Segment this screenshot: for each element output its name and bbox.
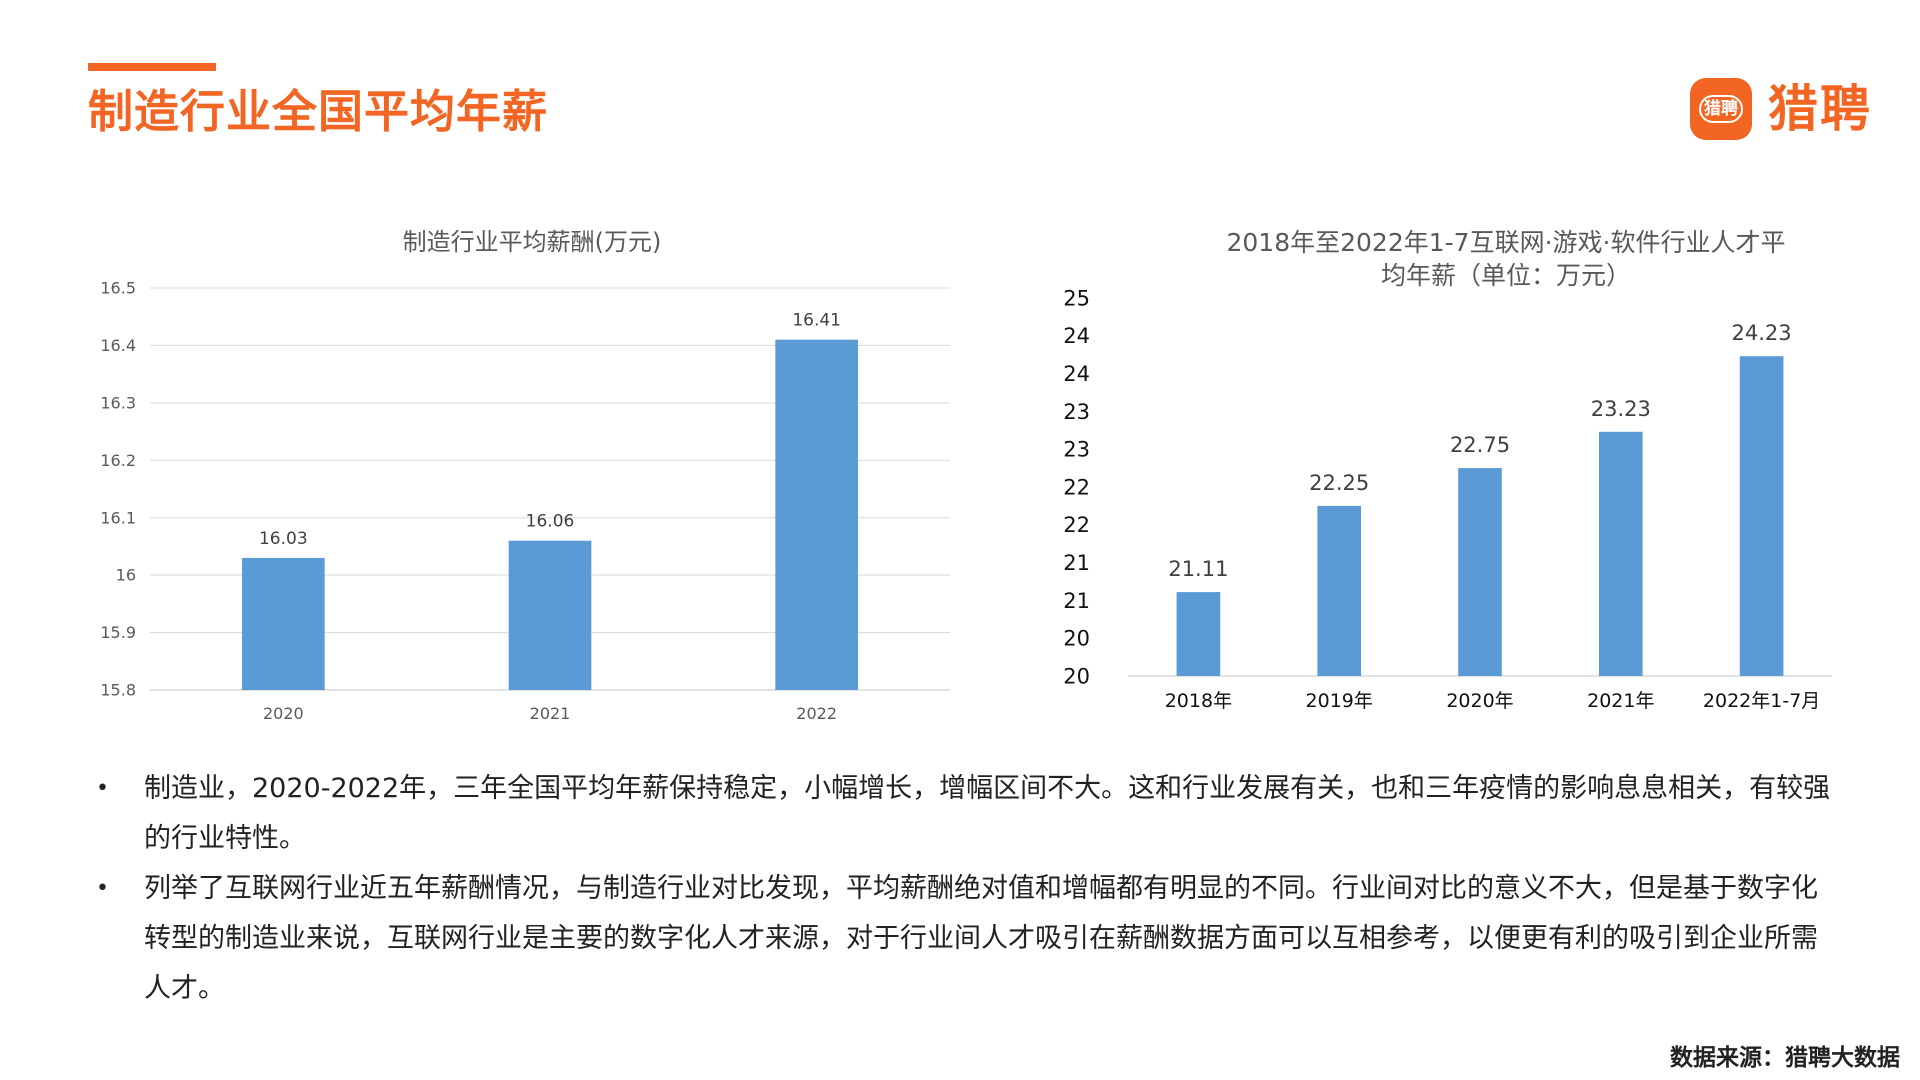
y-tick-label: 16.1: [100, 508, 136, 527]
x-tick-label: 2021年: [1587, 690, 1654, 712]
x-tick-label: 2018年: [1165, 690, 1232, 712]
bar: [1176, 592, 1221, 676]
data-label: 21.11: [1168, 557, 1228, 581]
y-tick-label: 22: [1063, 513, 1090, 537]
bullet-symbol: •: [96, 776, 109, 801]
logo-badge-icon: 猎聘: [1690, 78, 1752, 140]
data-label: 16.41: [792, 311, 841, 331]
bar: [1317, 505, 1362, 676]
y-tick-label: 22: [1063, 475, 1090, 499]
y-tick-label: 20: [1063, 627, 1090, 651]
liepin-logo: 猎聘 猎聘: [1690, 78, 1880, 142]
x-tick-label: 2019年: [1306, 690, 1373, 712]
y-tick-label: 16.2: [100, 451, 136, 470]
y-tick-label: 24: [1063, 362, 1090, 386]
y-tick-label: 21: [1063, 551, 1090, 575]
bullet-item: • 列举了互联网行业近五年薪酬情况，与制造行业对比发现，平均薪酬绝对值和增幅都有…: [96, 864, 1836, 1014]
data-label: 23.23: [1591, 397, 1651, 421]
summary-bullets: • 制造业，2020-2022年，三年全国平均年薪保持稳定，小幅增长，增幅区间不…: [96, 764, 1836, 1014]
logo-badge-text: 猎聘: [1699, 95, 1743, 123]
bar: [775, 339, 858, 690]
title-accent-bar: [88, 63, 216, 71]
bar: [508, 540, 592, 690]
y-tick-label: 23: [1063, 438, 1090, 462]
chart-title: 制造行业平均薪酬(万元): [403, 228, 662, 256]
y-tick-label: 15.9: [100, 623, 136, 642]
data-label: 24.23: [1732, 321, 1792, 345]
x-tick-label: 2022年1-7月: [1703, 690, 1820, 712]
x-tick-label: 2022: [796, 704, 837, 723]
y-tick-label: 21: [1063, 589, 1090, 613]
bar: [242, 557, 325, 690]
data-label: 22.25: [1309, 471, 1369, 495]
y-tick-label: 16.3: [100, 393, 136, 412]
y-tick-label: 16.4: [100, 336, 136, 355]
data-label: 22.75: [1450, 433, 1510, 457]
y-tick-label: 24: [1063, 324, 1090, 348]
bar: [1458, 468, 1502, 676]
x-tick-label: 2020: [263, 704, 304, 723]
logo-text: 猎聘: [1768, 80, 1872, 138]
chart-title: 均年薪（单位：万元）: [1381, 261, 1631, 290]
data-label: 16.03: [259, 529, 308, 549]
y-tick-label: 16.5: [100, 279, 136, 298]
data-label: 16.06: [526, 512, 575, 532]
data-source-note: 数据来源：猎聘大数据: [1670, 1044, 1900, 1071]
y-tick-label: 23: [1063, 400, 1090, 424]
page-title: 制造行业全国平均年薪: [88, 85, 549, 138]
y-tick-label: 15.8: [100, 681, 136, 700]
x-tick-label: 2020年: [1446, 690, 1513, 712]
bullet-text: 制造业，2020-2022年，三年全国平均年薪保持稳定，小幅增长，增幅区间不大。…: [144, 773, 1831, 854]
y-tick-label: 20: [1063, 664, 1090, 688]
bar: [1739, 356, 1784, 676]
y-tick-label: 25: [1063, 286, 1090, 310]
bullet-text: 列举了互联网行业近五年薪酬情况，与制造行业对比发现，平均薪酬绝对值和增幅都有明显…: [144, 873, 1818, 1004]
x-tick-label: 2021: [530, 704, 571, 723]
y-tick-label: 16: [116, 566, 136, 585]
bar: [1598, 431, 1643, 676]
chart-title: 2018年至2022年1-7互联网·游戏·软件行业人才平: [1227, 228, 1786, 257]
manufacturing-salary-chart: 制造行业平均薪酬(万元) 15.8 15.9 16 16.1 16.2 16.3 16.4 16…: [100, 228, 950, 723]
bullet-item: • 制造业，2020-2022年，三年全国平均年薪保持稳定，小幅增长，增幅区间不…: [96, 764, 1836, 864]
bullet-symbol: •: [96, 876, 109, 901]
